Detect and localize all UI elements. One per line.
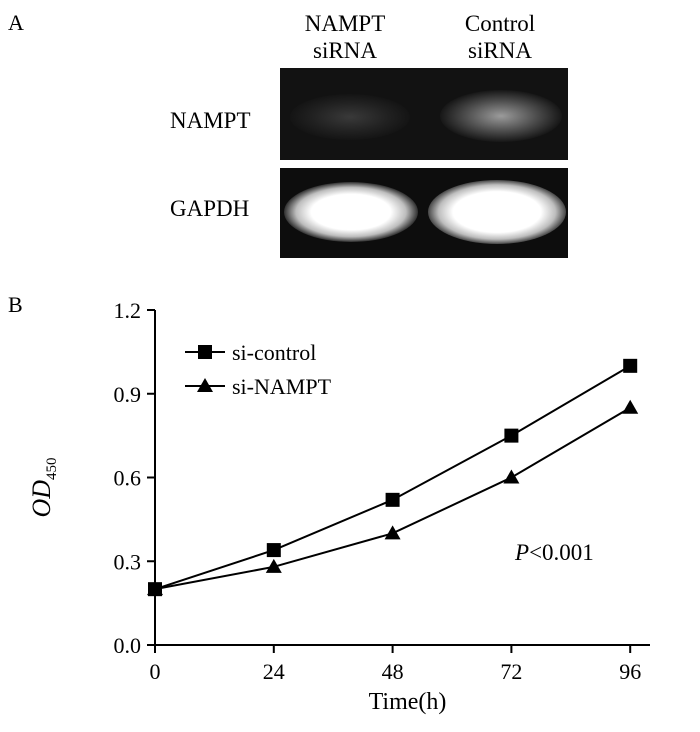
lane-header-nampt-sirna: NAMPT siRNA	[265, 10, 425, 64]
legend-label-si-NAMPT: si-NAMPT	[232, 374, 332, 399]
band-nampt-sirna	[290, 94, 410, 140]
panel-b-label: B	[8, 292, 23, 317]
y-axis-label-main: OD	[27, 480, 56, 518]
lane-header-line: siRNA	[313, 38, 377, 63]
band-gapdh-sirna	[284, 182, 418, 242]
y-tick-label: 0.0	[114, 633, 142, 658]
legend-label-si-control: si-control	[232, 340, 316, 365]
chart-markers	[147, 358, 639, 597]
x-axis-label: Time(h)	[369, 689, 447, 715]
lane-header-line: NAMPT	[304, 11, 386, 36]
legend-marker-si-control	[198, 345, 212, 359]
data-point-si-NAMPT	[622, 399, 639, 414]
x-tick-label: 0	[150, 659, 161, 684]
x-tick-label: 72	[500, 659, 522, 684]
y-tick-label: 1.2	[114, 298, 142, 323]
x-tick-label: 96	[619, 659, 641, 684]
data-point-si-control	[385, 492, 400, 507]
blot-row-label-nampt: NAMPT	[170, 108, 251, 133]
y-tick-label: 0.3	[114, 549, 142, 574]
blot-row-label-gapdh: GAPDH	[170, 196, 250, 221]
band-nampt-control	[440, 90, 562, 142]
x-tick-label: 48	[382, 659, 404, 684]
growth-curve-chart: 0.0 0.3 0.6 0.9 1.2 0 24 48 72 96 Time(h) OD450 si-c…	[27, 298, 650, 715]
y-axis-label-subscript: 450	[44, 457, 60, 480]
y-tick-label: 0.9	[114, 382, 142, 407]
lane-header-control-sirna: Control siRNA	[420, 10, 580, 64]
data-point-si-NAMPT	[147, 581, 163, 596]
p-value-symbol: P	[514, 540, 529, 565]
data-point-si-control	[504, 428, 519, 443]
data-point-si-NAMPT	[265, 558, 282, 573]
y-axis-label: OD450	[27, 457, 60, 517]
p-value-annotation: P<0.001	[514, 540, 594, 565]
blot-strip-nampt	[280, 68, 568, 160]
chart-labels: 0.0 0.3 0.6 0.9 1.2 0 24 48 72 96 Time(h) OD450 si-c…	[27, 298, 641, 715]
data-point-si-control	[623, 358, 638, 373]
data-point-si-NAMPT	[384, 525, 401, 540]
band-gapdh-control	[428, 180, 566, 244]
p-value-text: <0.001	[529, 540, 594, 565]
chart-axes	[147, 309, 650, 653]
y-tick-label: 0.6	[114, 466, 142, 491]
data-point-si-control	[266, 543, 281, 558]
x-tick-label: 24	[263, 659, 285, 684]
lane-header-line: Control	[464, 11, 536, 36]
lane-header-line: siRNA	[468, 38, 532, 63]
data-point-si-NAMPT	[503, 469, 520, 484]
blot-strip-gapdh	[280, 168, 568, 258]
panel-a-label: A	[8, 10, 24, 35]
legend-marker-si-NAMPT	[197, 378, 213, 392]
